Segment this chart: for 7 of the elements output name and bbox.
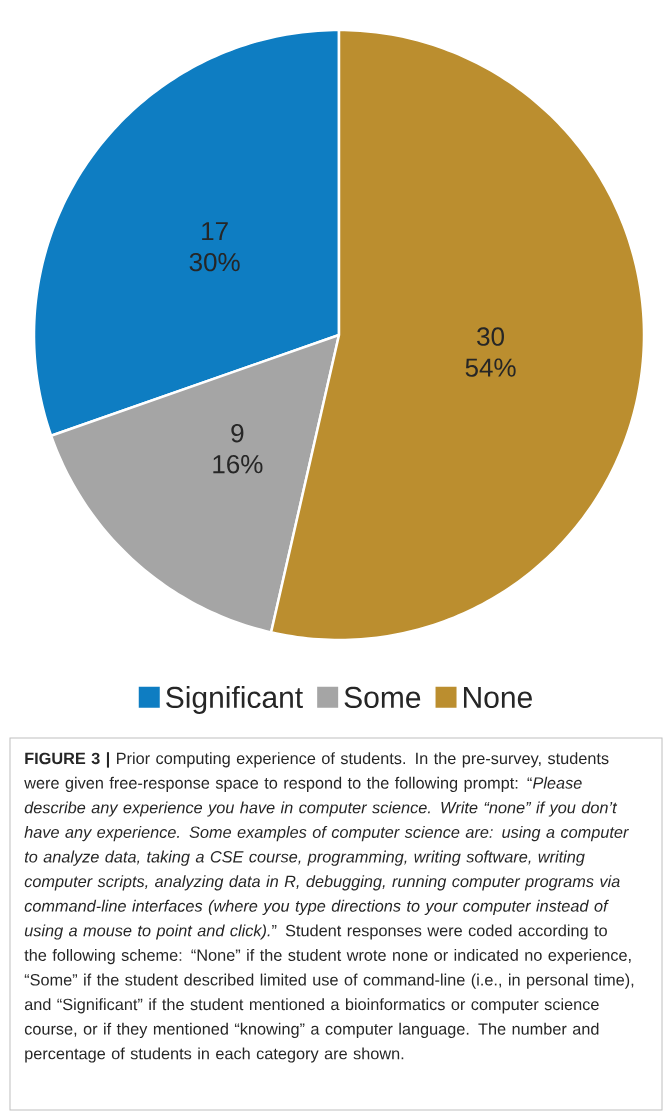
data-label: 30 54% <box>465 327 516 377</box>
data-label: 17 30% <box>189 222 240 272</box>
legend-label: Significant <box>166 686 303 714</box>
data-label: 9 16% <box>213 423 263 474</box>
legend-label: None <box>464 687 532 709</box>
legend-label: Some <box>344 686 421 709</box>
text: FIGURE 3 | Prior computing experience of students. In the pre-survey, students were given free-response space to respond to the following prompt: “Please describe any experience you have in computer science. Write “none” if you don’t have any experience. Some examples of computer science are: using a computer to analyze data, taking a CSE course, programming, writing software, writing computer scripts, analyzing data in R, debugging, running computer programs via command-line interfaces (where you type directions to your computer instead of using a mouse to point and click).” Student responses were coded according to the following scheme: “None” if the student wrote none or indicated no experience, “Some” if the student described limited use of command-line (i.e., in personal time), and “Significant” if the student mentioned a bioinformatics or computer science course, or if they mentioned “knowing” a computer language. The number and percentage of students in each category are shown. <box>24 752 634 1063</box>
